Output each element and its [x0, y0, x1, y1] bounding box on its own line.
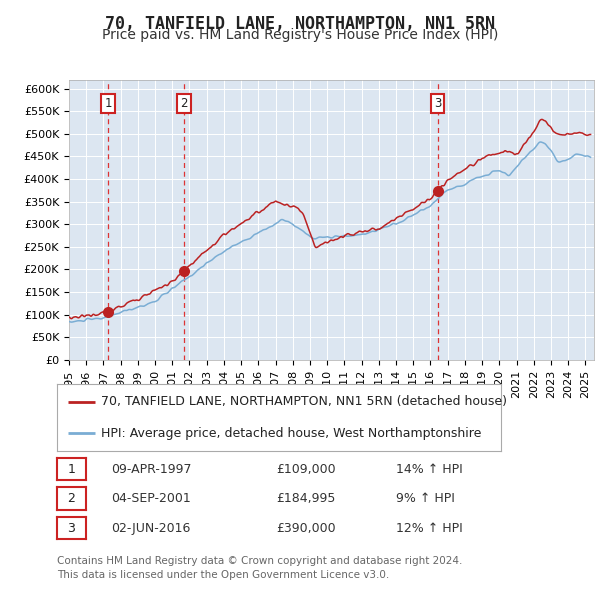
Text: 14% ↑ HPI: 14% ↑ HPI: [396, 463, 463, 476]
Text: 09-APR-1997: 09-APR-1997: [111, 463, 191, 476]
Text: 12% ↑ HPI: 12% ↑ HPI: [396, 522, 463, 535]
Text: 2: 2: [67, 492, 76, 505]
Text: 3: 3: [67, 522, 76, 535]
Text: 70, TANFIELD LANE, NORTHAMPTON, NN1 5RN: 70, TANFIELD LANE, NORTHAMPTON, NN1 5RN: [105, 15, 495, 33]
Text: £390,000: £390,000: [276, 522, 335, 535]
Text: 2: 2: [180, 97, 188, 110]
Text: 04-SEP-2001: 04-SEP-2001: [111, 492, 191, 505]
Text: 1: 1: [104, 97, 112, 110]
Text: 1: 1: [67, 463, 76, 476]
Text: £109,000: £109,000: [276, 463, 335, 476]
Text: Price paid vs. HM Land Registry's House Price Index (HPI): Price paid vs. HM Land Registry's House …: [102, 28, 498, 42]
Text: HPI: Average price, detached house, West Northamptonshire: HPI: Average price, detached house, West…: [101, 427, 482, 440]
Text: Contains HM Land Registry data © Crown copyright and database right 2024.
This d: Contains HM Land Registry data © Crown c…: [57, 556, 463, 580]
Text: 3: 3: [434, 97, 442, 110]
Text: 70, TANFIELD LANE, NORTHAMPTON, NN1 5RN (detached house): 70, TANFIELD LANE, NORTHAMPTON, NN1 5RN …: [101, 395, 508, 408]
Text: 9% ↑ HPI: 9% ↑ HPI: [396, 492, 455, 505]
Text: £184,995: £184,995: [276, 492, 335, 505]
Text: 02-JUN-2016: 02-JUN-2016: [111, 522, 190, 535]
